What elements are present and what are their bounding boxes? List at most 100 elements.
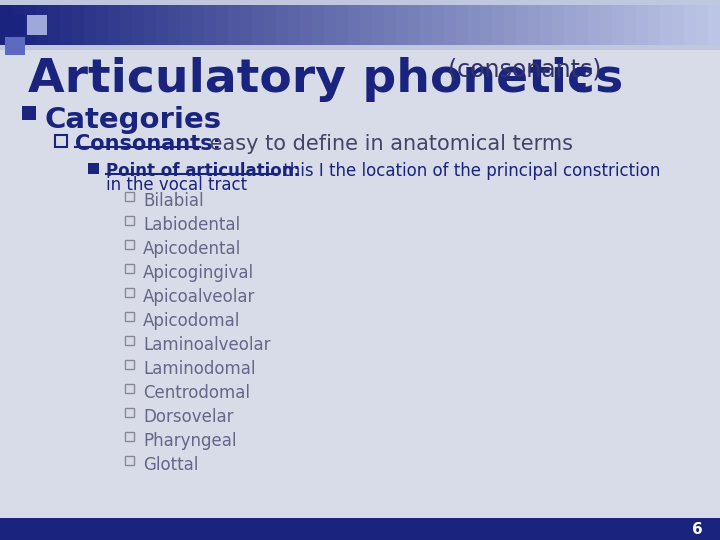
Bar [408, 5, 421, 45]
Text: Apicodental: Apicodental [143, 240, 241, 258]
Bar [108, 5, 121, 45]
Bar [55, 135, 67, 147]
Bar [0, 518, 720, 540]
Bar [125, 264, 134, 273]
Bar [288, 5, 301, 45]
Bar [444, 5, 457, 45]
Bar [348, 5, 361, 45]
Bar [48, 5, 61, 45]
Text: Bilabial: Bilabial [143, 192, 204, 210]
Bar [252, 5, 265, 45]
Bar [24, 5, 37, 45]
Text: Apicogingival: Apicogingival [143, 264, 254, 282]
Bar [125, 288, 134, 297]
Bar [125, 336, 134, 345]
Bar [360, 5, 373, 45]
Text: Glottal: Glottal [143, 456, 199, 474]
Bar [420, 5, 433, 45]
Bar [180, 5, 193, 45]
Bar [125, 240, 134, 249]
Bar [684, 5, 697, 45]
Bar [708, 5, 720, 45]
Bar [120, 5, 133, 45]
Bar [456, 5, 469, 45]
Bar [696, 5, 709, 45]
Text: Point of articulation:: Point of articulation: [106, 162, 300, 180]
Bar [600, 5, 613, 45]
Bar [96, 5, 109, 45]
Bar [204, 5, 217, 45]
Bar [125, 192, 134, 201]
Bar [504, 5, 517, 45]
Bar [612, 5, 625, 45]
Bar [264, 5, 277, 45]
Text: Labiodental: Labiodental [143, 216, 240, 234]
Bar [72, 5, 85, 45]
Bar [125, 216, 134, 225]
Text: Apicoalveolar: Apicoalveolar [143, 288, 256, 306]
Bar [552, 5, 565, 45]
Bar [312, 5, 325, 45]
Bar [125, 456, 134, 465]
Bar [672, 5, 685, 45]
Bar [468, 5, 481, 45]
Text: Centrodomal: Centrodomal [143, 384, 250, 402]
Bar [168, 5, 181, 45]
Bar [216, 5, 229, 45]
Bar [228, 5, 241, 45]
Bar [516, 5, 529, 45]
Bar [125, 408, 134, 417]
Bar [84, 5, 97, 45]
Text: easy to define in anatomical terms: easy to define in anatomical terms [203, 134, 573, 154]
Bar [88, 163, 99, 174]
Bar [648, 5, 661, 45]
Text: (consonants): (consonants) [448, 57, 601, 81]
Bar [125, 432, 134, 441]
Bar [132, 5, 145, 45]
Text: Articulatory phonetics: Articulatory phonetics [28, 57, 624, 102]
Bar [125, 312, 134, 321]
Bar [12, 5, 25, 45]
Bar [372, 5, 385, 45]
Bar [576, 5, 589, 45]
Bar [22, 106, 36, 120]
Bar [0, 5, 13, 45]
Text: in the vocal tract: in the vocal tract [106, 176, 247, 194]
Bar [5, 37, 25, 55]
Bar [492, 5, 505, 45]
Bar [276, 5, 289, 45]
Bar [0, 0, 720, 50]
Bar [192, 5, 205, 45]
Bar [636, 5, 649, 45]
Bar [336, 5, 349, 45]
Bar [396, 5, 409, 45]
Bar [480, 5, 493, 45]
Bar [125, 360, 134, 369]
Bar [588, 5, 601, 45]
Text: Pharyngeal: Pharyngeal [143, 432, 236, 450]
Bar [240, 5, 253, 45]
Bar [144, 5, 157, 45]
Bar [528, 5, 541, 45]
Text: Laminodomal: Laminodomal [143, 360, 256, 378]
Bar [564, 5, 577, 45]
Bar [660, 5, 673, 45]
Text: Laminoalveolar: Laminoalveolar [143, 336, 271, 354]
Bar [60, 5, 73, 45]
Bar [125, 384, 134, 393]
Bar [5, 15, 25, 35]
Text: Apicodomal: Apicodomal [143, 312, 240, 330]
Bar [384, 5, 397, 45]
Bar [300, 5, 313, 45]
Text: 6: 6 [692, 522, 703, 537]
Text: this I the location of the principal constriction: this I the location of the principal con… [278, 162, 660, 180]
Bar [324, 5, 337, 45]
Bar [624, 5, 637, 45]
Bar [156, 5, 169, 45]
Bar [27, 15, 47, 35]
Text: :: : [572, 57, 591, 102]
Bar [432, 5, 445, 45]
Text: Categories: Categories [44, 106, 221, 134]
Text: Consonants:: Consonants: [75, 134, 221, 154]
Bar [540, 5, 553, 45]
